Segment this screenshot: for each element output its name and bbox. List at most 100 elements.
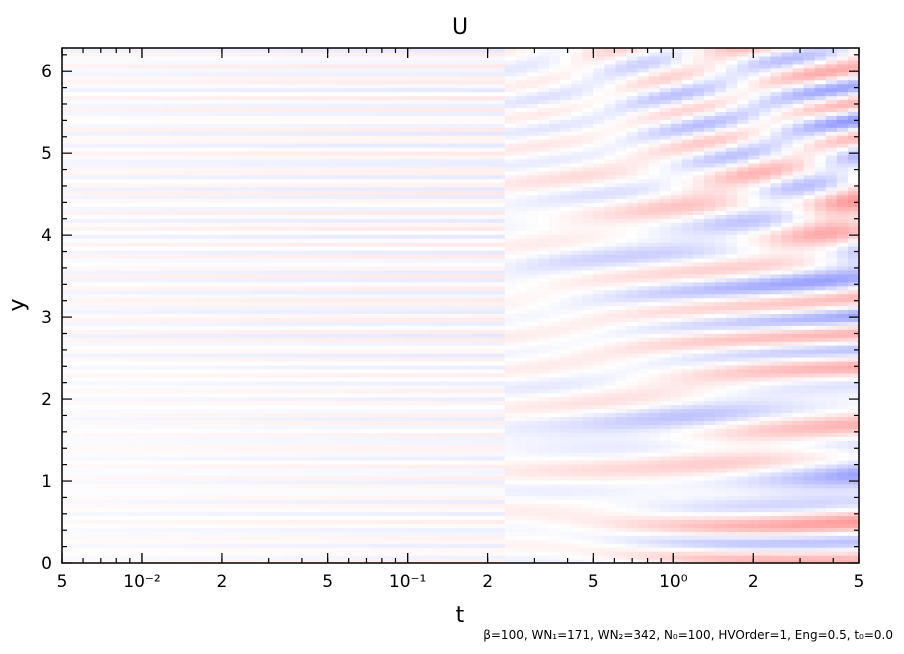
heatmap-cell: [272, 309, 284, 315]
heatmap-cell: [416, 456, 428, 461]
heatmap-cell: [84, 143, 96, 148]
heatmap-cell: [228, 523, 240, 528]
heatmap-cell: [482, 400, 495, 406]
heatmap-cell: [239, 281, 251, 287]
heatmap-cell: [305, 396, 318, 402]
heatmap-cell: [316, 523, 329, 528]
heatmap-cell: [84, 384, 96, 390]
heatmap-cell: [371, 115, 384, 120]
heatmap-cell: [294, 198, 307, 204]
heatmap-cell: [405, 317, 417, 322]
heatmap-cell: [161, 452, 174, 457]
heatmap-cell: [128, 162, 141, 168]
heatmap-cell: [228, 309, 240, 315]
heatmap-cell: [416, 551, 428, 556]
heatmap-cell: [338, 341, 351, 346]
heatmap-cell: [172, 479, 185, 485]
heatmap-cell: [172, 202, 185, 208]
heatmap-cell: [239, 162, 251, 168]
heatmap-cell: [294, 479, 307, 485]
heatmap-cell: [161, 289, 174, 295]
heatmap-cell: [250, 400, 262, 406]
heatmap-cell: [316, 281, 329, 287]
heatmap-cell: [305, 182, 318, 188]
heatmap-cell: [449, 63, 462, 69]
heatmap-cell: [405, 551, 417, 556]
heatmap-cell: [471, 131, 484, 136]
heatmap-cell: [327, 254, 340, 259]
heatmap-cell: [294, 174, 307, 180]
heatmap-cell: [228, 238, 240, 243]
heatmap-cell: [294, 475, 307, 481]
heatmap-cell: [261, 257, 273, 263]
heatmap-cell: [471, 440, 484, 445]
heatmap-cell: [272, 432, 284, 437]
heatmap-cell: [139, 107, 152, 112]
heatmap-cell: [106, 412, 118, 418]
heatmap-cell: [383, 523, 395, 528]
heatmap-cell: [183, 143, 196, 148]
heatmap-cell: [416, 151, 428, 156]
heatmap-cell: [394, 547, 406, 552]
heatmap-cell: [316, 289, 329, 295]
heatmap-cell: [471, 79, 484, 85]
heatmap-cell: [95, 456, 107, 461]
heatmap-cell: [117, 321, 130, 326]
heatmap-cell: [150, 463, 163, 469]
heatmap-cell: [128, 59, 141, 65]
heatmap-cell: [394, 178, 406, 184]
heatmap-cell: [283, 404, 296, 410]
heatmap-cell: [73, 345, 85, 350]
heatmap-cell: [272, 48, 284, 53]
heatmap-cell: [371, 83, 384, 89]
heatmap-cell: [139, 123, 152, 128]
heatmap-cell: [172, 222, 185, 227]
heatmap-cell: [349, 547, 362, 552]
heatmap-cell: [360, 210, 373, 215]
heatmap-cell: [95, 364, 107, 370]
heatmap-cell: [117, 242, 130, 247]
heatmap-cell: [360, 285, 373, 291]
heatmap-cell: [427, 483, 439, 489]
heatmap-cell: [438, 48, 451, 53]
heatmap-cell: [172, 48, 185, 53]
heatmap-cell: [194, 254, 207, 259]
heatmap-cell: [228, 250, 240, 255]
heatmap-cell: [84, 452, 96, 457]
heatmap-cell: [371, 273, 384, 279]
heatmap-cell: [106, 531, 118, 536]
heatmap-cell: [161, 226, 174, 231]
heatmap-cell: [371, 143, 384, 148]
heatmap-cell: [360, 242, 373, 247]
heatmap-cell: [84, 83, 96, 89]
heatmap-cell: [250, 182, 262, 188]
heatmap-cell: [250, 194, 262, 200]
heatmap-cell: [349, 463, 362, 469]
heatmap-cell: [228, 265, 240, 271]
heatmap-cell: [394, 194, 406, 200]
heatmap-cell: [371, 293, 384, 299]
heatmap-cell: [394, 384, 406, 390]
heatmap-cell: [327, 265, 340, 271]
heatmap-cell: [316, 372, 329, 378]
heatmap-cell: [272, 139, 284, 144]
heatmap-cell: [338, 71, 351, 77]
heatmap-cell: [95, 404, 107, 410]
heatmap-cell: [62, 254, 74, 259]
heatmap-cell: [73, 214, 85, 219]
heatmap-cell: [327, 309, 340, 315]
heatmap-cell: [95, 467, 107, 473]
heatmap-cell: [327, 479, 340, 485]
heatmap-cell: [272, 384, 284, 390]
heatmap-cell: [205, 345, 218, 350]
heatmap-cell: [172, 87, 185, 93]
heatmap-cell: [394, 432, 406, 437]
heatmap-cell: [427, 301, 439, 307]
heatmap-cell: [194, 408, 207, 414]
heatmap-cell: [62, 71, 74, 77]
heatmap-cell: [460, 357, 473, 362]
heatmap-cell: [416, 51, 428, 57]
heatmap-cell: [416, 83, 428, 89]
heatmap-cell: [128, 353, 141, 358]
heatmap-cell: [283, 103, 296, 109]
